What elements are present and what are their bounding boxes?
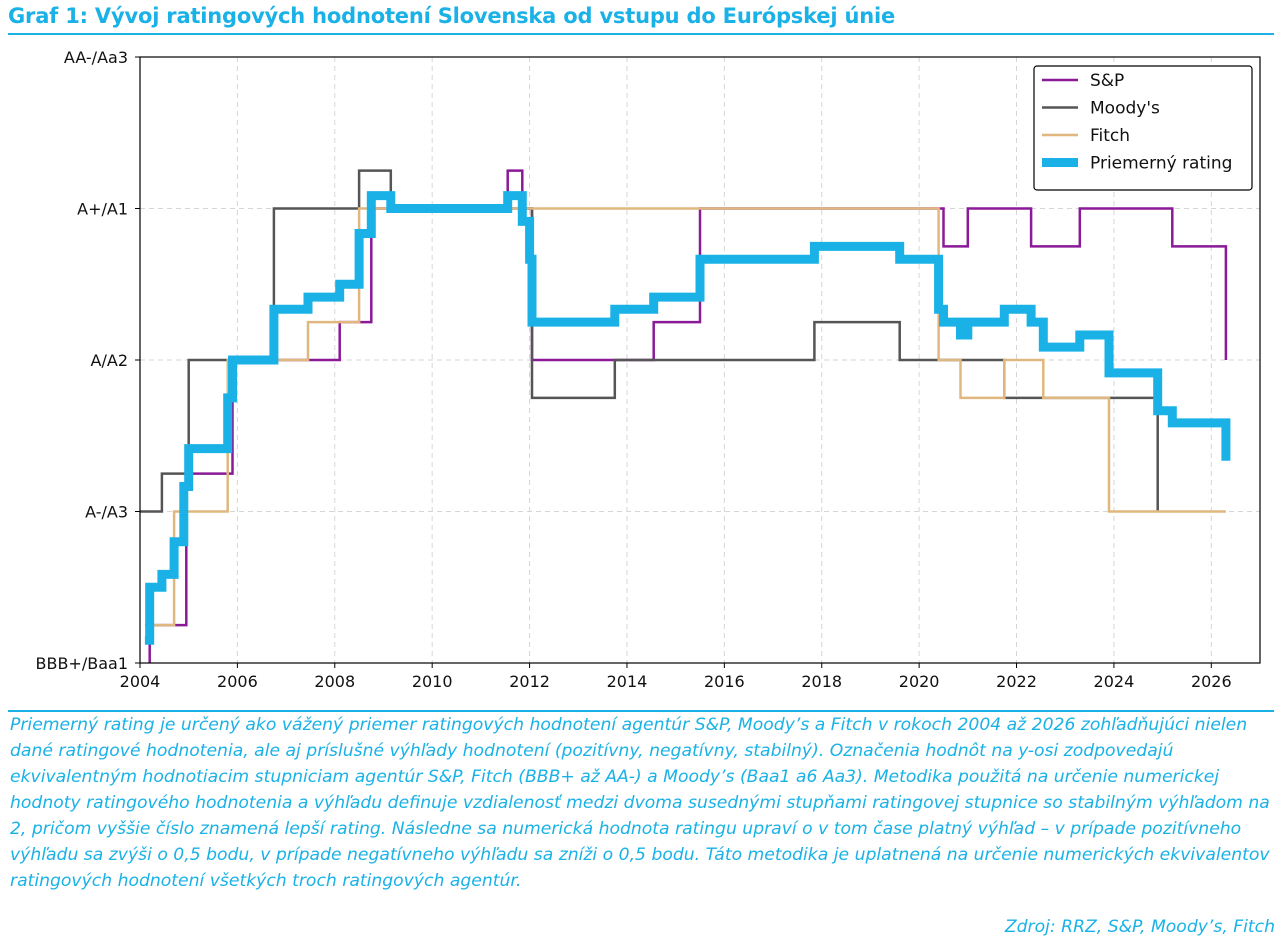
x-tick-label: 2014	[607, 672, 648, 691]
x-tick-label: 2006	[217, 672, 258, 691]
x-tick-label: 2012	[509, 672, 550, 691]
x-tick-label: 2008	[314, 672, 355, 691]
y-tick-label: BBB+/Baa1	[36, 654, 129, 673]
chart-footnote: Priemerný rating je určený ako vážený pr…	[10, 715, 1270, 891]
legend-label: S&P	[1090, 71, 1124, 91]
y-tick-label: A+/A1	[77, 200, 128, 219]
page-title: Graf 1: Vývoj ratingových hodnotení Slov…	[8, 4, 895, 28]
x-tick-label: 2020	[899, 672, 940, 691]
series-line	[144, 191, 1231, 645]
title-divider	[8, 33, 1274, 35]
chart-series	[140, 169, 1231, 663]
y-axis: BBB+/Baa1 A-/A3 A/A2 A+/A1 AA-/Aa3	[36, 48, 140, 673]
x-tick-label: 2016	[704, 672, 745, 691]
series-line	[144, 207, 1226, 627]
x-tick-label: 2004	[120, 672, 161, 691]
series-line	[140, 169, 1159, 513]
series-line	[148, 169, 1228, 663]
y-tick-label: A/A2	[91, 351, 128, 370]
legend: S&P Moody's Fitch Priemerný rating	[1033, 65, 1253, 191]
footer-divider	[8, 710, 1274, 712]
legend-box	[1033, 65, 1253, 191]
x-tick-label: 2018	[801, 672, 842, 691]
legend-label: Fitch	[1090, 126, 1130, 146]
x-axis: 2004 2006 2008 2010 2012 2014 2016 2018 2020 2022…	[120, 663, 1232, 691]
x-tick-label: 2026	[1191, 672, 1232, 691]
y-tick-label: A-/A3	[85, 503, 128, 522]
rating-chart: 2004 2006 2008 2010 2012 2014 2016 2018 2020 2022…	[36, 48, 1261, 691]
x-tick-label: 2024	[1094, 672, 1135, 691]
x-tick-label: 2010	[412, 672, 453, 691]
x-tick-label: 2022	[996, 672, 1037, 691]
legend-label: Moody's	[1090, 99, 1160, 119]
source-note: Zdroj: RRZ, S&P, Moody’s, Fitch	[1004, 917, 1275, 937]
y-tick-label: AA-/Aa3	[64, 48, 128, 67]
legend-label: Priemerný rating	[1090, 154, 1232, 174]
